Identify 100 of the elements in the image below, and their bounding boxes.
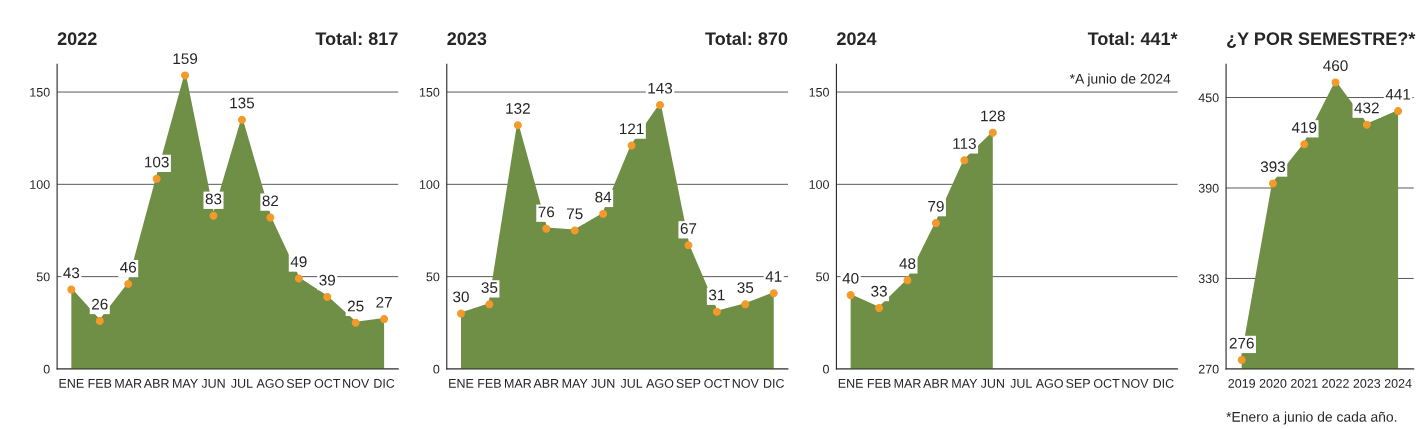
data-label: 25	[347, 300, 364, 312]
data-label: 276	[1229, 337, 1254, 349]
data-label: 48	[899, 258, 916, 269]
x-tick-label: MAY	[952, 379, 978, 388]
x-tick-label: NOV	[732, 378, 759, 388]
x-tick-label: FEB	[478, 379, 501, 388]
y-tick-label: 100	[419, 180, 440, 189]
data-label: 128	[981, 110, 1005, 122]
data-label: 432	[1354, 102, 1379, 114]
x-tick-label: DIC	[1153, 378, 1174, 388]
x-tick-label: NOV	[1122, 378, 1149, 388]
data-label: 75	[567, 208, 583, 220]
x-tick-label: DIC	[764, 378, 785, 388]
x-tick-label: JUL	[231, 379, 253, 388]
data-label: 103	[145, 156, 169, 168]
data-label: 33	[871, 285, 887, 297]
x-tick-label: JUN	[591, 379, 615, 388]
x-tick-label: JUL	[620, 379, 643, 388]
data-label: 135	[230, 97, 255, 109]
x-tick-label: 2019	[1228, 378, 1256, 388]
data-label: 159	[173, 53, 198, 65]
x-tick-label: ABR	[533, 379, 559, 388]
x-tick-label: ENE	[449, 379, 474, 388]
x-tick-label: ABR	[143, 379, 169, 388]
y-tick-label: 50	[816, 272, 829, 282]
data-label: 79	[928, 200, 944, 212]
data-label: 31	[708, 289, 725, 301]
chart-title: 2024	[837, 32, 877, 46]
data-label: 67	[680, 223, 697, 234]
x-tick-label: ABR	[923, 379, 949, 388]
y-tick-label: 450	[1198, 93, 1219, 103]
y-tick-label: 0	[433, 364, 440, 374]
x-tick-label: OCT	[704, 378, 730, 388]
y-tick-label: 150	[419, 87, 440, 97]
y-tick-label: 100	[30, 180, 50, 189]
y-tick-label: 0	[823, 364, 829, 374]
x-tick-label: 2022	[1322, 378, 1349, 388]
data-label: 40	[842, 272, 859, 284]
x-tick-label: 2024	[1384, 378, 1412, 388]
data-label: 393	[1260, 161, 1286, 173]
y-tick-label: 100	[809, 180, 829, 189]
data-label: 82	[262, 195, 279, 207]
text: *Enero a junio de cada año.	[1226, 411, 1397, 425]
x-tick-label: ENE	[838, 379, 863, 388]
data-label: 121	[620, 123, 644, 135]
x-tick-label: 2021	[1290, 378, 1318, 388]
data-label: 43	[63, 267, 80, 279]
data-label: 30	[453, 291, 469, 303]
annotation: *A junio de 2024	[1069, 73, 1171, 87]
y-tick-label: 330	[1198, 274, 1219, 284]
x-tick-label: ENE	[59, 379, 84, 388]
x-tick-label: NOV	[343, 378, 370, 388]
data-label: 35	[737, 282, 754, 293]
x-tick-label: AGO	[646, 378, 674, 388]
x-tick-label: MAY	[173, 379, 198, 388]
data-label: 84	[595, 191, 612, 203]
data-label: 143	[648, 82, 673, 94]
chart-title: 2022	[57, 32, 97, 46]
y-tick-label: 270	[1198, 364, 1219, 374]
x-tick-label: FEB	[88, 379, 112, 388]
x-tick-label: SEP	[286, 378, 311, 388]
x-tick-label: AGO	[256, 378, 284, 388]
y-tick-label: 0	[43, 364, 50, 374]
x-tick-label: MAY	[562, 379, 588, 388]
data-label: 76	[538, 206, 555, 218]
chart-subtitle: Total: 817	[315, 31, 398, 46]
y-tick-label: 50	[426, 272, 440, 282]
x-tick-label: 2023	[1353, 378, 1381, 388]
data-label: 39	[319, 274, 336, 286]
data-label: 49	[290, 256, 307, 268]
chart-subtitle: Total: 870	[705, 31, 788, 46]
data-label: 441	[1385, 89, 1411, 100]
chart-title: 2023	[447, 32, 487, 46]
x-tick-label: 2020	[1259, 378, 1287, 388]
x-tick-label: FEB	[867, 379, 891, 388]
x-tick-label: SEP	[676, 378, 701, 388]
x-tick-label: JUL	[1010, 379, 1032, 388]
chart-subtitle: Total: 441*	[1087, 31, 1178, 46]
y-tick-label: 150	[30, 87, 50, 97]
data-label: 41	[765, 271, 782, 282]
data-label: 132	[506, 103, 530, 114]
x-tick-label: MAR	[894, 379, 921, 388]
data-label: 46	[120, 261, 137, 273]
x-tick-label: MAR	[504, 379, 532, 388]
x-tick-label: JUN	[980, 379, 1004, 388]
data-label: 83	[205, 193, 222, 205]
y-tick-label: 390	[1198, 183, 1219, 193]
data-label: 419	[1291, 122, 1317, 133]
x-tick-label: OCT	[314, 378, 341, 388]
x-tick-label: DIC	[374, 378, 395, 388]
x-tick-label: MAR	[115, 379, 142, 388]
data-label: 26	[92, 298, 108, 310]
y-tick-label: 50	[36, 272, 50, 282]
x-tick-label: OCT	[1093, 378, 1120, 388]
chart-title: ¿Y POR SEMESTRE?*	[1227, 32, 1416, 48]
data-label: 113	[953, 138, 976, 149]
data-label: 27	[376, 296, 392, 308]
x-tick-label: AGO	[1035, 378, 1063, 388]
x-tick-label: JUN	[201, 379, 225, 388]
x-tick-label: SEP	[1066, 378, 1090, 388]
